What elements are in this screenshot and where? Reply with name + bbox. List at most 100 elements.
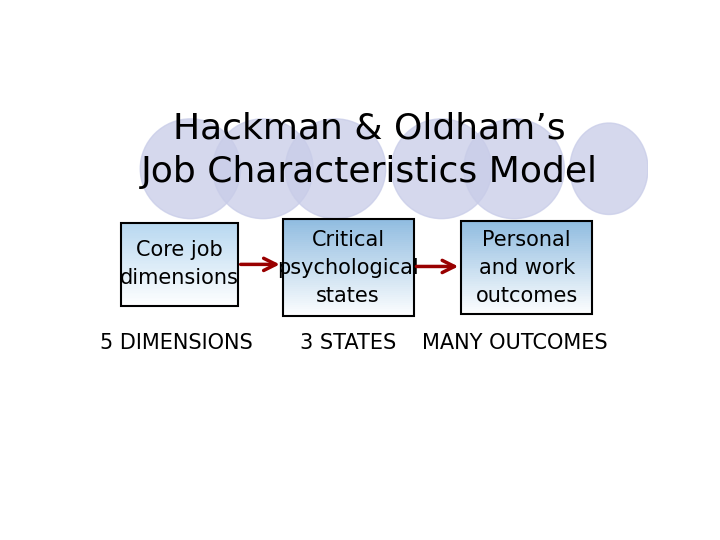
Bar — [121, 285, 238, 286]
Bar — [461, 225, 593, 226]
Bar — [461, 266, 593, 267]
Bar — [461, 299, 593, 301]
Bar — [121, 241, 238, 243]
Bar — [282, 275, 413, 277]
Bar — [282, 267, 413, 269]
Bar — [282, 256, 413, 258]
Bar — [282, 228, 413, 231]
Bar — [282, 305, 413, 307]
Bar — [461, 222, 593, 225]
Bar — [461, 275, 593, 277]
Bar — [461, 249, 593, 251]
Bar — [282, 310, 413, 313]
Ellipse shape — [285, 119, 386, 219]
Bar — [461, 294, 593, 295]
Bar — [121, 301, 238, 302]
Bar — [461, 286, 593, 288]
Bar — [282, 281, 413, 283]
Bar — [282, 244, 413, 246]
Bar — [121, 248, 238, 249]
Bar — [121, 291, 238, 293]
Bar — [461, 230, 593, 232]
Ellipse shape — [213, 119, 313, 219]
Bar — [461, 290, 593, 292]
Bar — [282, 266, 413, 267]
Bar — [121, 278, 238, 279]
Bar — [282, 285, 413, 287]
Bar — [282, 225, 413, 226]
Bar — [282, 279, 413, 281]
Bar — [461, 241, 593, 243]
Bar — [461, 305, 593, 307]
Bar — [121, 233, 238, 234]
Bar — [121, 249, 238, 251]
Bar — [461, 254, 593, 256]
Bar — [121, 279, 238, 281]
Bar — [282, 260, 413, 262]
Bar — [282, 289, 413, 291]
Bar — [282, 301, 413, 303]
Bar — [282, 246, 413, 248]
Bar — [461, 264, 593, 266]
Bar — [121, 238, 238, 239]
Bar — [282, 258, 413, 260]
Bar — [121, 231, 238, 233]
Bar — [282, 313, 413, 314]
Bar — [461, 313, 593, 314]
Bar — [121, 286, 238, 288]
Bar — [121, 271, 238, 273]
Bar — [121, 256, 238, 258]
Bar — [282, 254, 413, 256]
Bar — [461, 285, 593, 286]
Text: 3 STATES: 3 STATES — [300, 333, 396, 353]
Text: Personal
and work
outcomes: Personal and work outcomes — [475, 230, 577, 306]
Bar — [282, 291, 413, 293]
Bar — [461, 251, 593, 253]
Bar — [121, 298, 238, 299]
Bar — [461, 277, 593, 279]
Bar — [461, 247, 593, 249]
Bar — [461, 260, 593, 262]
Bar — [282, 262, 413, 264]
Bar — [282, 242, 413, 244]
Bar — [121, 281, 238, 282]
Text: MANY OUTCOMES: MANY OUTCOMES — [423, 333, 608, 353]
Bar — [121, 302, 238, 305]
Bar — [121, 261, 238, 263]
Bar — [121, 289, 238, 291]
Bar — [461, 221, 593, 222]
Bar — [282, 283, 413, 285]
Bar — [282, 248, 413, 250]
Bar — [282, 219, 413, 316]
Bar — [121, 274, 238, 276]
Bar — [282, 308, 413, 310]
Bar — [121, 293, 238, 294]
Bar — [461, 243, 593, 245]
Bar — [282, 314, 413, 316]
Bar — [282, 269, 413, 272]
Bar — [461, 310, 593, 313]
Text: 5 DIMENSIONS: 5 DIMENSIONS — [100, 333, 253, 353]
Bar — [121, 258, 238, 259]
Bar — [121, 253, 238, 254]
Bar — [282, 219, 413, 221]
Bar — [282, 295, 413, 297]
Bar — [461, 262, 593, 264]
Text: Hackman & Oldham’s
Job Characteristics Model: Hackman & Oldham’s Job Characteristics M… — [140, 111, 598, 189]
Bar — [121, 243, 238, 245]
Text: Core job
dimensions: Core job dimensions — [120, 240, 239, 288]
Bar — [282, 250, 413, 252]
Bar — [121, 259, 238, 261]
Bar — [282, 273, 413, 275]
Bar — [121, 265, 238, 266]
Bar — [282, 240, 413, 242]
Bar — [121, 239, 238, 241]
Bar — [121, 288, 238, 289]
Bar — [461, 239, 593, 241]
Bar — [461, 298, 593, 299]
Bar — [461, 309, 593, 310]
Bar — [461, 267, 593, 269]
Bar — [282, 238, 413, 240]
Text: Critical
psychological
states: Critical psychological states — [277, 230, 419, 306]
Bar — [282, 277, 413, 279]
